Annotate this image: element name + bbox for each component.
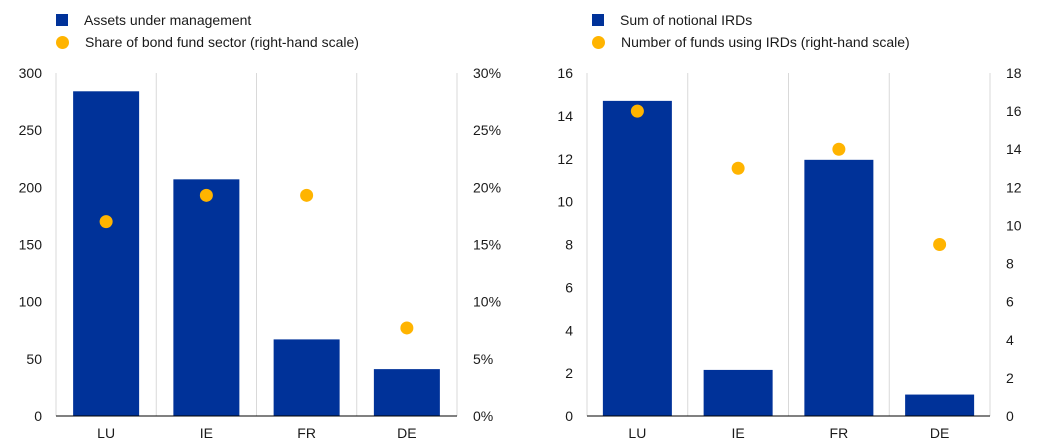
bar-de bbox=[373, 369, 440, 416]
x-tick-label: DE bbox=[930, 425, 949, 441]
dot-ie bbox=[199, 188, 213, 202]
y-left-tick-label: 2 bbox=[565, 365, 573, 381]
y-right-tick-label: 10% bbox=[473, 294, 501, 310]
y-right-tick-label: 14 bbox=[1006, 141, 1022, 157]
y-right-tick-label: 0% bbox=[473, 408, 493, 424]
legend-square-icon bbox=[56, 14, 68, 26]
legend-item-notional: Sum of notional IRDs bbox=[592, 12, 752, 28]
y-left-tick-label: 4 bbox=[565, 322, 573, 338]
legend-item-assets: Assets under management bbox=[56, 12, 251, 28]
legend-item-number-funds: Number of funds using IRDs (right-hand s… bbox=[592, 34, 910, 50]
y-left-tick-label: 10 bbox=[557, 194, 573, 210]
y-left-tick-label: 150 bbox=[19, 237, 43, 253]
y-right-tick-label: 6 bbox=[1006, 294, 1014, 310]
dot-lu bbox=[99, 215, 113, 229]
dot-de bbox=[933, 238, 947, 251]
bar-fr bbox=[273, 339, 340, 416]
bar-lu bbox=[602, 100, 672, 417]
y-left-tick-label: 16 bbox=[557, 65, 573, 81]
x-tick-label: IE bbox=[732, 425, 745, 441]
y-right-tick-label: 8 bbox=[1006, 256, 1014, 272]
y-right-tick-label: 4 bbox=[1006, 332, 1014, 348]
y-left-tick-label: 50 bbox=[26, 351, 42, 367]
legend-dot-icon bbox=[592, 35, 605, 49]
legend-label-share: Share of bond fund sector (right-hand sc… bbox=[85, 34, 359, 50]
x-tick-label: DE bbox=[397, 425, 416, 441]
legend-label-notional: Sum of notional IRDs bbox=[620, 12, 753, 28]
y-right-tick-label: 12 bbox=[1006, 179, 1022, 195]
dot-lu bbox=[630, 104, 644, 118]
y-right-tick-label: 25% bbox=[473, 122, 501, 138]
y-right-tick-label: 5% bbox=[473, 351, 493, 367]
y-left-tick-label: 6 bbox=[565, 279, 573, 295]
legend-label-assets: Assets under management bbox=[84, 12, 252, 28]
y-right-tick-label: 16 bbox=[1006, 103, 1022, 119]
assets-chart-panel: Assets under management Share of bond fu… bbox=[0, 0, 520, 441]
y-right-tick-label: 2 bbox=[1006, 370, 1014, 386]
x-tick-label: LU bbox=[628, 425, 646, 441]
x-tick-label: LU bbox=[97, 425, 115, 441]
bar-ie bbox=[703, 369, 773, 416]
x-tick-label: IE bbox=[200, 425, 213, 441]
legend-item-share: Share of bond fund sector (right-hand sc… bbox=[56, 34, 359, 50]
legend-label-number-funds: Number of funds using IRDs (right-hand s… bbox=[621, 34, 910, 50]
bar-lu bbox=[73, 91, 140, 416]
bar-fr bbox=[804, 159, 874, 416]
y-left-tick-label: 14 bbox=[557, 108, 573, 124]
dot-ie bbox=[731, 161, 745, 175]
y-right-tick-label: 30% bbox=[473, 65, 501, 81]
y-right-tick-label: 20% bbox=[473, 179, 501, 195]
y-left-tick-label: 12 bbox=[557, 151, 573, 167]
dot-fr bbox=[832, 142, 846, 156]
dot-fr bbox=[300, 188, 314, 202]
y-right-tick-label: 18 bbox=[1006, 65, 1022, 81]
assets-chart-plot: 0 50 100 150 200 250 300 0% 5% 10% 15% 20% 25% 30% LU I… bbox=[19, 65, 501, 441]
x-tick-label: FR bbox=[297, 425, 316, 441]
irds-chart-plot: 0 2 4 6 8 10 12 14 16 0 2 4 6 8 10 12 14 16 18 LU IE FR DE bbox=[557, 65, 1022, 441]
y-left-tick-label: 0 bbox=[565, 408, 573, 424]
y-right-tick-label: 0 bbox=[1006, 408, 1014, 424]
y-left-tick-label: 0 bbox=[34, 408, 42, 424]
y-left-tick-label: 8 bbox=[565, 237, 573, 253]
dot-de bbox=[400, 321, 414, 335]
y-left-tick-label: 300 bbox=[19, 65, 43, 81]
irds-chart-panel: Sum of notional IRDs Number of funds usi… bbox=[530, 0, 1051, 441]
x-tick-label: FR bbox=[830, 425, 849, 441]
y-left-tick-label: 200 bbox=[19, 179, 43, 195]
legend-square-icon bbox=[592, 14, 604, 26]
legend-dot-icon bbox=[56, 35, 69, 49]
y-right-tick-label: 10 bbox=[1006, 217, 1022, 233]
bar-ie bbox=[173, 179, 240, 416]
y-left-tick-label: 250 bbox=[19, 122, 43, 138]
bar-de bbox=[905, 394, 975, 416]
y-left-tick-label: 100 bbox=[19, 294, 43, 310]
y-right-tick-label: 15% bbox=[473, 237, 501, 253]
